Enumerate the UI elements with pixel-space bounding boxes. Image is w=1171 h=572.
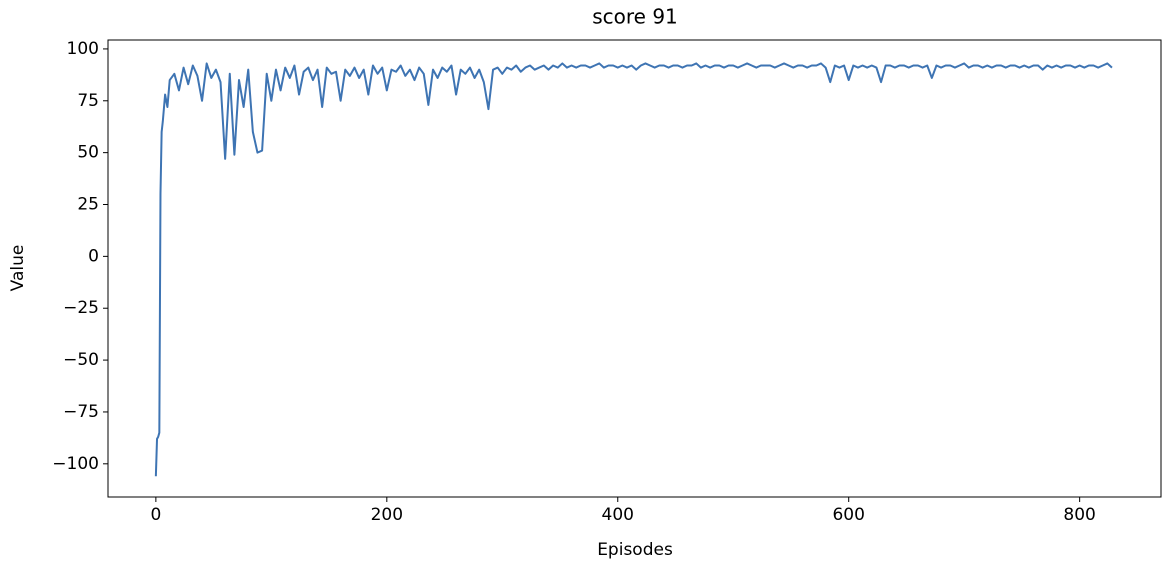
line-series [154, 62, 1113, 477]
y-tick-label: 100 [67, 39, 99, 59]
x-tick-label: 600 [832, 505, 864, 525]
x-tick-label: 0 [150, 505, 161, 525]
y-tick-label: 0 [88, 246, 99, 266]
x-tick-label: 400 [602, 505, 634, 525]
x-tick-label: 200 [371, 505, 403, 525]
y-tick-label: 50 [77, 143, 99, 163]
y-tick-label: −50 [63, 350, 99, 370]
y-tick-label: −25 [63, 298, 99, 318]
chart-title: score 91 [592, 5, 678, 29]
y-tick-label: 75 [77, 91, 99, 111]
y-tick-label: −100 [52, 454, 99, 474]
x-axis-label: Episodes [597, 540, 673, 560]
y-axis-label: Value [8, 245, 28, 292]
plot-frame [107, 39, 1162, 498]
x-tick-label: 800 [1063, 505, 1095, 525]
y-tick-label: −75 [63, 402, 99, 422]
y-tick-label: 25 [77, 195, 99, 215]
